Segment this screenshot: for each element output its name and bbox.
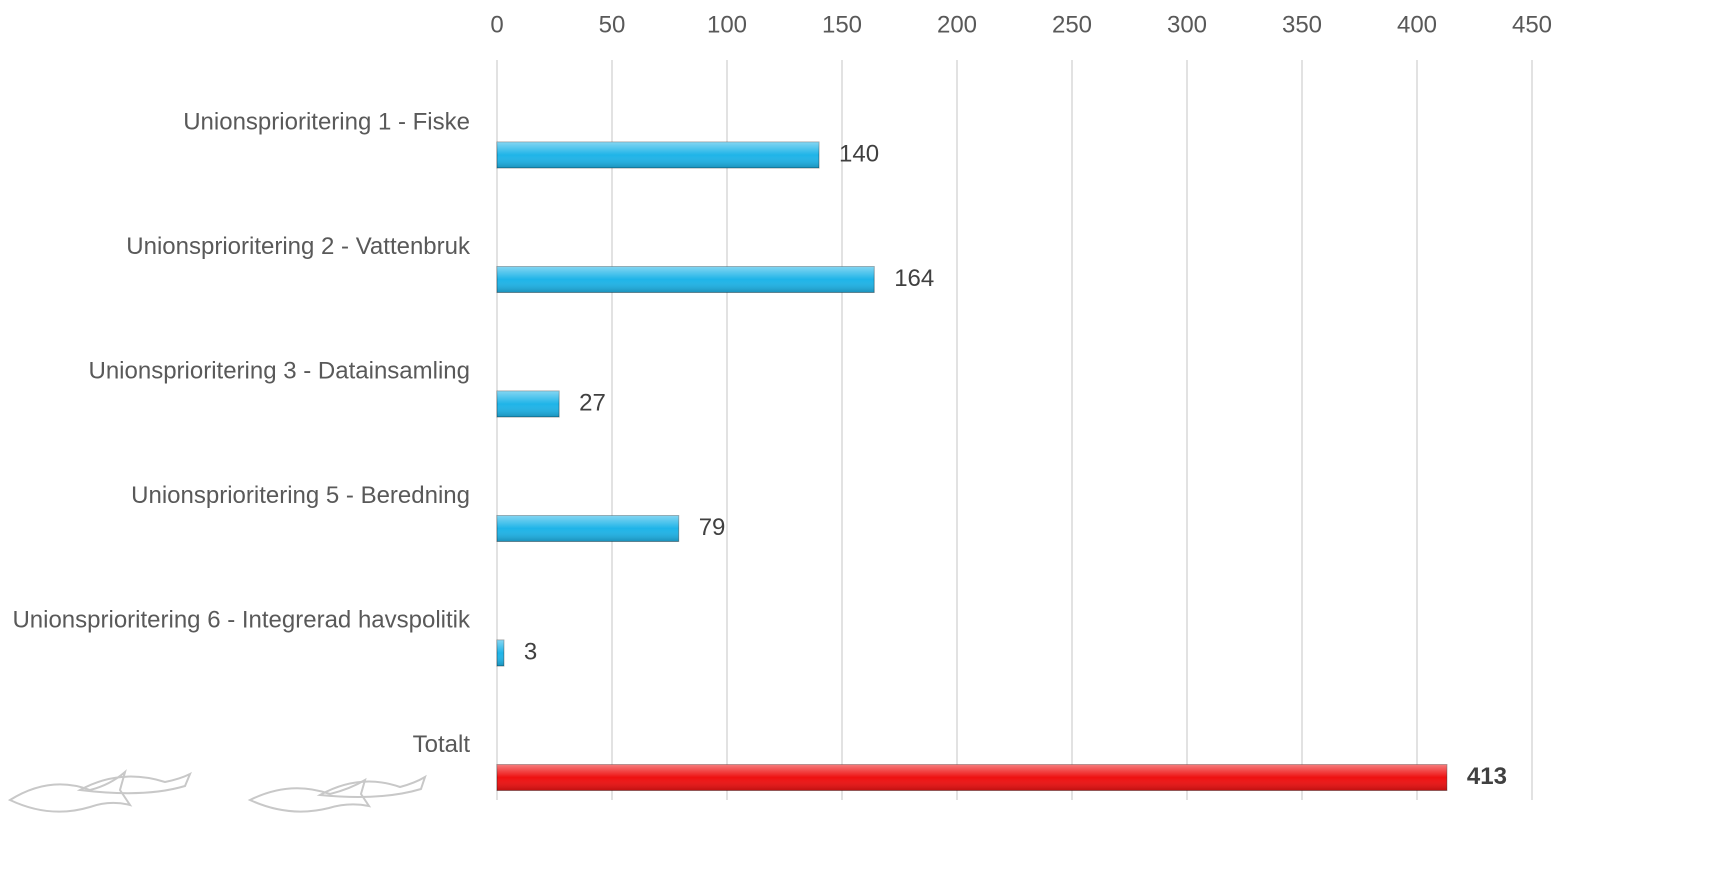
category-label: Unionsprioritering 6 - Integrerad havspo… <box>12 606 471 633</box>
x-tick-label: 300 <box>1167 11 1207 38</box>
x-tick-label: 150 <box>822 11 862 38</box>
x-tick-label: 0 <box>490 11 503 38</box>
x-tick-label: 200 <box>937 11 977 38</box>
category-label: Unionsprioritering 3 - Datainsamling <box>88 357 470 384</box>
bar <box>496 639 505 667</box>
bar <box>496 390 560 418</box>
value-label: 413 <box>1467 763 1507 790</box>
x-tick-label: 50 <box>599 11 626 38</box>
decoration <box>7 769 427 813</box>
category-label: Unionsprioritering 5 - Beredning <box>131 482 470 509</box>
x-tick-label: 350 <box>1282 11 1322 38</box>
value-label: 79 <box>699 514 726 541</box>
x-tick-label: 400 <box>1397 11 1437 38</box>
category-label: Unionsprioritering 1 - Fiske <box>183 108 470 135</box>
bar <box>496 515 680 542</box>
x-tick-label: 100 <box>707 11 747 38</box>
value-label: 27 <box>579 389 606 416</box>
value-label: 3 <box>524 638 537 665</box>
category-label: Unionsprioritering 2 - Vattenbruk <box>126 233 471 260</box>
value-label: 164 <box>894 265 934 292</box>
bar <box>496 266 875 293</box>
category-label: Totalt <box>413 731 471 758</box>
value-label: 140 <box>839 140 879 167</box>
bar <box>496 764 1448 791</box>
x-tick-label: 450 <box>1512 11 1552 38</box>
bar <box>496 141 820 169</box>
x-tick-label: 250 <box>1052 11 1092 38</box>
